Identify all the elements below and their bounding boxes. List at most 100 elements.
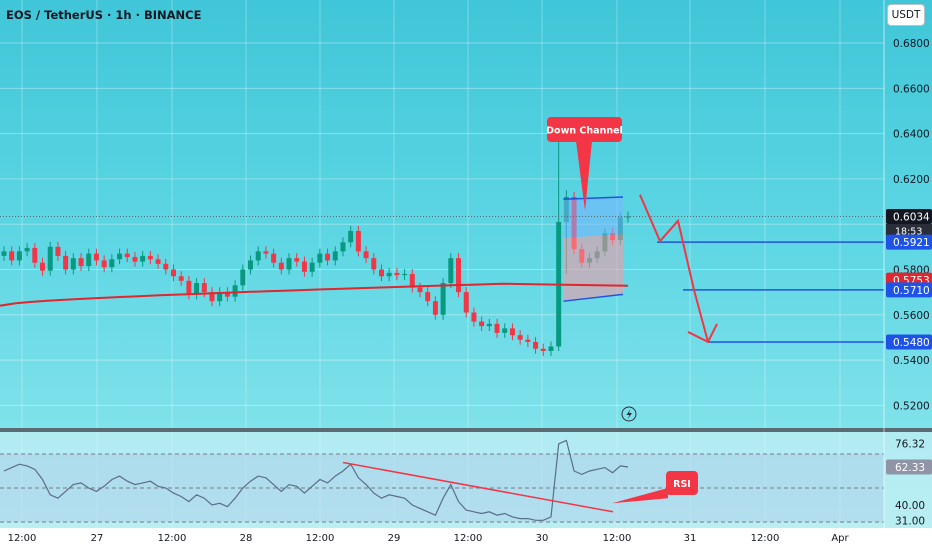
- candle: [402, 274, 408, 276]
- rsi-callout-box: [666, 471, 698, 495]
- candle: [548, 346, 554, 352]
- price-tick-label: 0.6400: [893, 129, 930, 141]
- candle: [132, 257, 138, 262]
- candle: [479, 321, 485, 327]
- rsi-tick-label: 40.00: [895, 500, 925, 512]
- level-label-bg: [886, 334, 932, 350]
- rsi-callout-label: RSI: [673, 479, 691, 490]
- price-tick-label: 0.6800: [893, 38, 930, 50]
- channel-bottom-line: [563, 293, 624, 302]
- price-tick-label: 0.5200: [893, 400, 930, 412]
- candle: [494, 323, 500, 333]
- candle: [78, 258, 84, 267]
- channel-top-line: [563, 196, 624, 201]
- last-price-label: 0.6034: [893, 211, 930, 223]
- projection-arrowhead: [687, 323, 718, 344]
- candle: [540, 348, 546, 352]
- candle: [32, 247, 38, 263]
- chart-title: EOS / TetherUS · 1h · BINANCE: [6, 8, 202, 22]
- rsi-callout: RSI: [612, 471, 698, 504]
- candle: [363, 251, 369, 259]
- candle: [16, 251, 22, 261]
- candle: [271, 253, 277, 263]
- candle: [124, 253, 130, 258]
- callout-box: [547, 117, 622, 142]
- time-axis-bg: [0, 528, 932, 550]
- candle: [201, 283, 207, 293]
- candle: [232, 285, 238, 297]
- candle: [386, 272, 392, 277]
- candle: [47, 246, 53, 271]
- candle: [101, 260, 107, 268]
- time-tick-label: 29: [388, 533, 401, 544]
- candle: [348, 230, 354, 243]
- candle: [286, 258, 292, 270]
- candle: [240, 269, 246, 286]
- time-tick-label: 30: [536, 533, 549, 544]
- lightning-icon-glyph: [626, 409, 632, 420]
- candle: [425, 292, 431, 302]
- candle: [194, 283, 200, 295]
- candle: [109, 259, 115, 268]
- time-tick-label: 28: [240, 533, 253, 544]
- price-tick-label: 0.5600: [893, 310, 930, 322]
- countdown-bg: [886, 223, 932, 237]
- candle: [63, 255, 69, 270]
- candle: [163, 263, 169, 270]
- time-tick-label: 12:00: [454, 533, 483, 544]
- candle: [440, 283, 446, 315]
- candle: [217, 292, 223, 302]
- candle: [378, 269, 384, 277]
- candle: [248, 260, 254, 270]
- candle: [263, 251, 269, 254]
- candle: [309, 262, 315, 272]
- price-tick-label: 0.6600: [893, 83, 930, 95]
- candle: [147, 255, 153, 260]
- time-tick-label: 12:00: [603, 533, 632, 544]
- candle: [456, 258, 462, 293]
- candle: [278, 262, 284, 270]
- time-tick-label: 12:00: [8, 533, 37, 544]
- rsi-callout-pointer: [612, 488, 668, 504]
- level-label-bg: [886, 234, 932, 250]
- candle: [186, 280, 192, 295]
- candle: [463, 292, 469, 313]
- pane-separator: [0, 428, 932, 432]
- candle: [117, 253, 123, 260]
- currency-button[interactable]: USDT: [887, 4, 925, 26]
- level-label: 0.5921: [893, 237, 930, 249]
- candle: [409, 274, 415, 288]
- candle: [255, 251, 261, 261]
- rsi-tick-label: 31.00: [895, 515, 925, 527]
- candle: [55, 246, 61, 256]
- candle: [332, 251, 338, 261]
- candle: [394, 272, 400, 276]
- candle: [533, 341, 539, 349]
- candle: [325, 253, 331, 261]
- rsi-pane-bg: [0, 432, 932, 528]
- candle: [471, 312, 477, 322]
- candle: [502, 328, 508, 333]
- candle: [93, 253, 99, 261]
- moving-average-line: [0, 282, 629, 307]
- candle: [70, 258, 76, 270]
- candle: [140, 255, 146, 262]
- down-channel-callout: Down Channel: [546, 117, 623, 211]
- candle: [209, 292, 215, 302]
- candle: [448, 258, 454, 284]
- lightning-icon: [621, 406, 637, 422]
- candle: [340, 242, 346, 252]
- candle: [371, 258, 377, 270]
- time-tick-label: 12:00: [751, 533, 780, 544]
- candle: [301, 261, 307, 272]
- time-tick-label: 12:00: [158, 533, 187, 544]
- candle: [86, 253, 92, 267]
- level-label: 0.5480: [893, 337, 930, 349]
- callout-pointer: [576, 141, 592, 211]
- candle: [355, 230, 361, 252]
- price-tick-label: 0.5400: [893, 355, 930, 367]
- rsi-current-label: 62.33: [895, 462, 925, 474]
- candle: [40, 262, 46, 271]
- channel-lower-zone: [563, 234, 623, 302]
